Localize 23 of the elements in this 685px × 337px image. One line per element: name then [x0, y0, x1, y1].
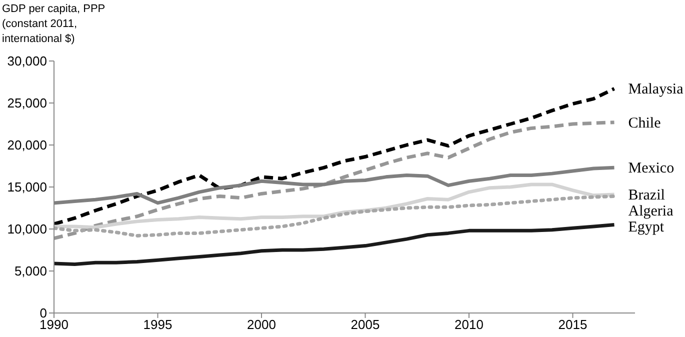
series-label: Algeria [628, 204, 674, 220]
y-tick-label: 25,000 [7, 96, 47, 111]
line-series [54, 120, 616, 240]
y-axis-title: GDP per capita, PPP (constant 2011, international $) [2, 2, 106, 47]
series-label: Egypt [628, 220, 665, 236]
x-tick-label: 2005 [350, 317, 380, 332]
x-tick-label: 2000 [247, 317, 276, 332]
series-label: Chile [628, 115, 662, 132]
line-series [54, 223, 616, 266]
y-tick-label: 5,000 [14, 264, 47, 279]
series-label: Malaysia [628, 82, 684, 98]
line-series [54, 86, 616, 226]
series-label: Mexico [628, 160, 674, 177]
line-series [54, 194, 616, 238]
y-tick-label: 30,000 [7, 54, 47, 69]
x-tick-label: 2010 [454, 317, 484, 332]
y-tick-label: 20,000 [7, 138, 47, 153]
series-label: Brazil [628, 188, 665, 204]
y-tick-label: 10,000 [7, 222, 47, 237]
x-tick-label: 1995 [143, 317, 172, 332]
y-tick-label: 15,000 [7, 180, 47, 195]
x-tick-label: 2015 [558, 317, 588, 332]
line-series [54, 182, 616, 230]
